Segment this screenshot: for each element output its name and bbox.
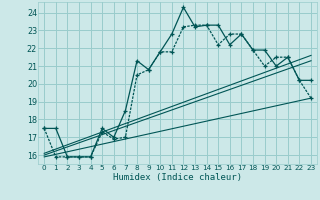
X-axis label: Humidex (Indice chaleur): Humidex (Indice chaleur) — [113, 173, 242, 182]
